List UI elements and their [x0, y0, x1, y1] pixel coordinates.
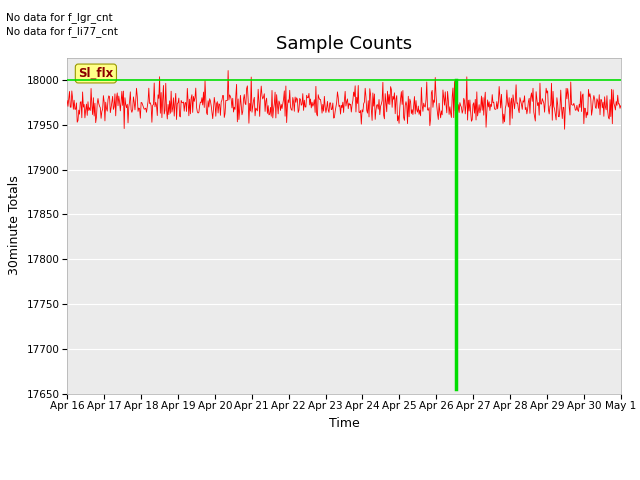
- X-axis label: Time: Time: [328, 417, 360, 430]
- Text: No data for f_li77_cnt: No data for f_li77_cnt: [6, 26, 118, 37]
- wmp_cnt: [224, 68, 232, 73]
- li75_cnt: [186, 77, 194, 83]
- wmp_cnt: [131, 99, 138, 105]
- Text: Sl_flx: Sl_flx: [78, 67, 113, 80]
- li75_cnt: [412, 77, 419, 83]
- li75_cnt: [131, 77, 138, 83]
- li75_cnt: [63, 77, 71, 83]
- wmp_cnt: [561, 126, 568, 132]
- wmp_cnt: [216, 102, 223, 108]
- Line: wmp_cnt: wmp_cnt: [67, 71, 621, 129]
- Title: Sample Counts: Sample Counts: [276, 35, 412, 53]
- wmp_cnt: [428, 87, 436, 93]
- wmp_cnt: [63, 98, 71, 104]
- li75_cnt: [428, 77, 435, 83]
- wmp_cnt: [186, 111, 194, 117]
- wmp_cnt: [617, 103, 625, 108]
- li75_cnt: [74, 77, 81, 83]
- wmp_cnt: [74, 120, 81, 125]
- li75_cnt: [617, 77, 625, 83]
- Y-axis label: 30minute Totals: 30minute Totals: [8, 176, 21, 276]
- Text: No data for f_lgr_cnt: No data for f_lgr_cnt: [6, 12, 113, 23]
- wmp_cnt: [412, 98, 420, 104]
- li75_cnt: [216, 77, 223, 83]
